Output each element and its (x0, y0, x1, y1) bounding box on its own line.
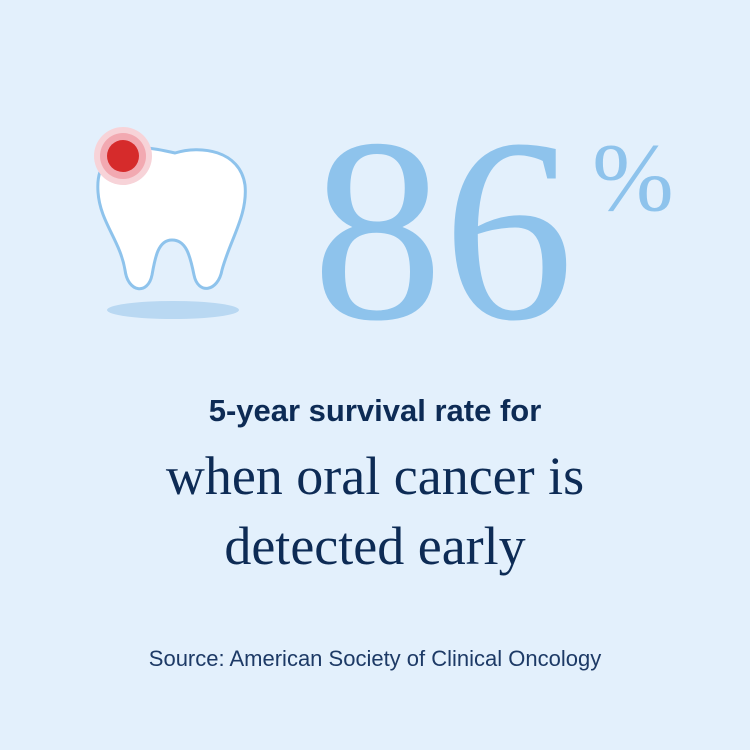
pain-dot (107, 140, 139, 172)
stat-unit: % (592, 124, 674, 232)
tooth (96, 146, 247, 291)
source: Source: American Society of Clinical Onc… (149, 646, 601, 671)
stat-value: 86 (312, 85, 574, 375)
tooth-icon (94, 127, 247, 319)
tooth-shadow (107, 301, 239, 319)
headline-line: detected early (224, 516, 525, 576)
stat-label: 5-year survival rate for (209, 393, 542, 428)
headline-line: when oral cancer is (166, 446, 584, 506)
